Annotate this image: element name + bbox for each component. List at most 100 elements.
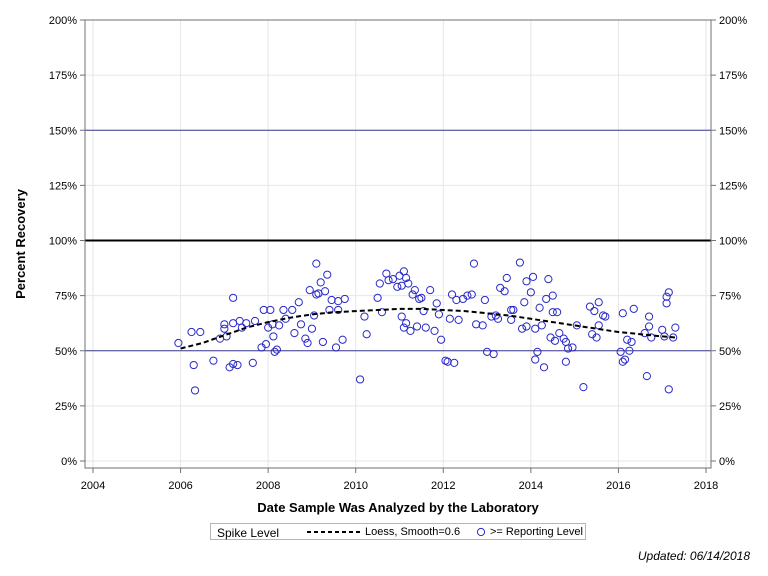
x-tick-label: 2004 [81, 480, 105, 492]
y-tick-label-right: 200% [719, 15, 747, 27]
data-point [535, 303, 544, 312]
data-point [436, 335, 446, 344]
data-point [434, 310, 444, 319]
data-point [290, 329, 299, 338]
data-point [406, 326, 415, 336]
data-point [417, 293, 426, 302]
legend-marker-swatch [476, 527, 486, 537]
data-point [443, 357, 452, 366]
y-tick-label: 200% [49, 15, 77, 27]
y-tick-label-right: 0% [719, 456, 735, 468]
data-point [544, 274, 553, 284]
data-point [323, 270, 332, 279]
y-tick-label-right: 25% [719, 401, 741, 413]
data-point [294, 298, 303, 307]
data-point [664, 385, 673, 394]
data-point [320, 287, 330, 296]
data-point [526, 288, 535, 297]
data-point [518, 324, 527, 333]
data-point [272, 345, 281, 354]
data-point [533, 347, 542, 356]
data-point [531, 324, 540, 333]
legend-title: Spike Level [217, 526, 280, 540]
data-point [500, 287, 509, 296]
data-point [316, 278, 325, 287]
data-point [522, 322, 531, 331]
scatter-points [174, 258, 680, 395]
data-point [542, 294, 551, 304]
data-point [520, 298, 529, 307]
data-point [555, 329, 564, 338]
data-point [362, 330, 371, 339]
data-point [616, 347, 625, 356]
data-point [384, 276, 393, 285]
y-axis-title: Percent Recovery [13, 188, 28, 299]
y-tick-label: 175% [49, 70, 77, 82]
x-axis-title: Date Sample Was Analyzed by the Laborato… [257, 500, 539, 515]
data-point [640, 329, 649, 338]
data-point [507, 315, 516, 324]
data-point [531, 355, 540, 364]
data-point [454, 315, 463, 324]
loess-line [180, 307, 676, 350]
data-point [644, 312, 654, 321]
y-tick-label-right: 50% [719, 346, 741, 358]
data-point [450, 358, 459, 367]
data-point [463, 291, 472, 300]
data-point [550, 336, 560, 345]
legend-loess-label: Loess, Smooth=0.6 [365, 526, 461, 538]
data-point [410, 286, 419, 295]
x-tick-label: 2012 [431, 480, 455, 492]
data-point [642, 372, 651, 381]
y-tick-label-right: 175% [719, 70, 747, 82]
data-point [340, 294, 349, 304]
y-tick-label: 100% [49, 236, 77, 248]
data-point [447, 290, 457, 299]
data-point [377, 308, 387, 317]
data-point [301, 334, 310, 343]
reference-lines [85, 129, 711, 352]
data-point [375, 279, 384, 288]
data-point [269, 332, 278, 341]
y-tick-label: 50% [55, 346, 77, 358]
data-point [664, 288, 673, 297]
x-axis: 2004 2006 2008 2010 2012 2014 2016 2018 [81, 468, 718, 492]
data-point [489, 349, 498, 359]
data-point [408, 290, 417, 299]
plot-background [85, 20, 711, 468]
data-point [220, 320, 229, 329]
x-tick-label: 2018 [694, 480, 718, 492]
data-point [412, 322, 422, 331]
data-point [522, 277, 531, 286]
plot-area [85, 20, 711, 468]
data-point [307, 324, 317, 333]
y-axis-right: 0% 25% 50% 75% 100% 125% 150% 175% 200% [711, 15, 747, 468]
data-point [592, 333, 601, 342]
data-point [401, 273, 411, 283]
y-tick-label: 0% [61, 456, 77, 468]
data-point [419, 306, 428, 316]
data-point [662, 299, 671, 308]
y-tick-label: 75% [55, 291, 77, 303]
plot-border [84, 19, 712, 469]
data-point [187, 327, 196, 337]
data-point [585, 302, 595, 311]
data-point [572, 321, 581, 330]
data-point [233, 360, 242, 370]
data-point [472, 320, 481, 329]
plot-frame [84, 19, 712, 469]
y-tick-label-right: 75% [719, 291, 741, 303]
data-point [189, 360, 198, 370]
data-point [327, 295, 336, 305]
data-point [318, 337, 327, 347]
data-point [174, 338, 183, 348]
data-point [502, 273, 511, 283]
data-point [539, 363, 549, 372]
data-point [620, 355, 630, 364]
data-point [662, 292, 671, 301]
data-point [669, 333, 678, 342]
x-tick-label: 2006 [168, 480, 192, 492]
data-point [647, 333, 656, 342]
loess-curve [180, 307, 676, 350]
data-point [478, 321, 487, 330]
